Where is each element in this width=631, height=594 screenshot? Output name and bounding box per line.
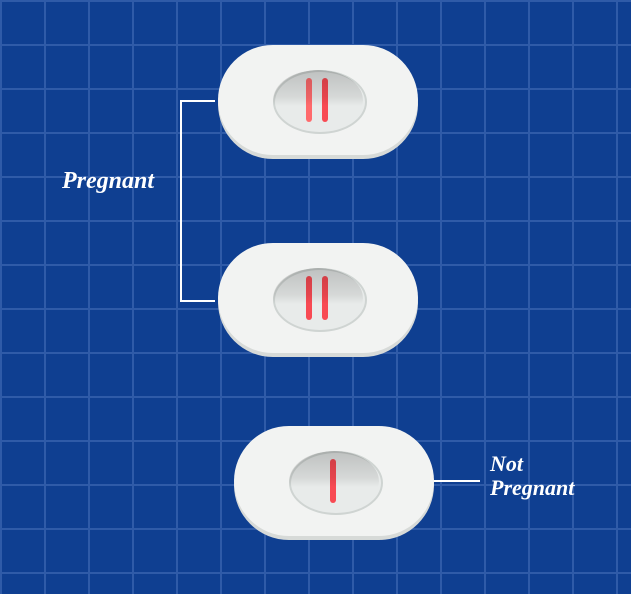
test-positive-2 — [218, 243, 418, 353]
result-line-2 — [322, 276, 328, 320]
result-window — [273, 70, 367, 134]
result-window — [273, 268, 367, 332]
not-pregnant-label: Not Pregnant — [490, 452, 574, 500]
result-line-2 — [322, 78, 328, 122]
not-pregnant-connector — [430, 480, 480, 482]
result-line-1 — [306, 276, 312, 320]
pregnant-label: Pregnant — [62, 168, 154, 195]
result-line-1 — [306, 78, 312, 122]
result-window — [289, 451, 383, 515]
pregnant-bracket-top — [180, 100, 215, 102]
test-negative — [234, 426, 434, 536]
diagram-canvas: Pregnant Not Pregnant — [0, 0, 631, 594]
result-line-1 — [330, 459, 336, 503]
pregnant-bracket-vertical — [180, 100, 182, 302]
pregnant-bracket-bottom — [180, 300, 215, 302]
test-positive-1 — [218, 45, 418, 155]
